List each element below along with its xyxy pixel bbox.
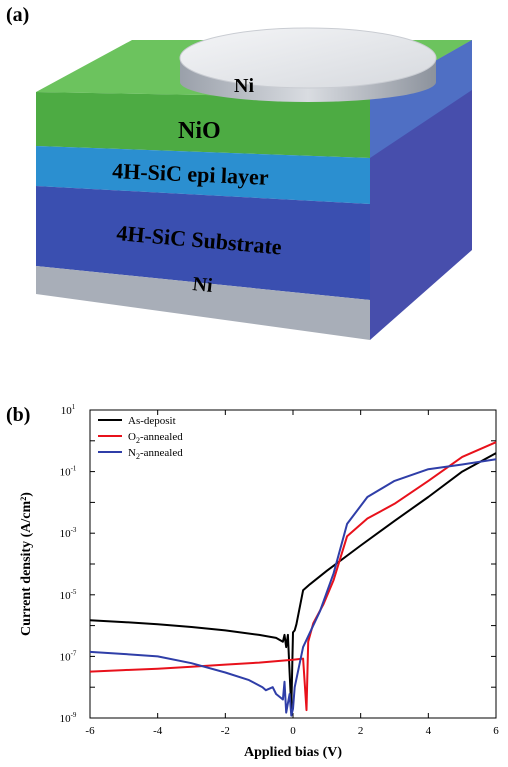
y-tick-label: 10-5 — [60, 588, 77, 602]
y-tick-base: 10 — [60, 528, 72, 540]
series-line-2 — [89, 458, 497, 717]
legend-text-sub: 2 — [136, 452, 140, 461]
y-tick-base: 10 — [60, 651, 72, 663]
legend-entry: O2-annealed — [128, 431, 183, 445]
series-line-1 — [89, 441, 497, 712]
y-tick-label: 10-1 — [60, 465, 77, 479]
nio-label: NiO — [178, 118, 221, 144]
y-tick-base: 10 — [60, 713, 72, 725]
data-series — [89, 441, 497, 717]
legend-text-main: N — [128, 447, 136, 459]
y-tick-exponent: -9 — [71, 711, 77, 719]
legend-entry: N2-annealed — [128, 447, 183, 461]
y-tick-exponent: -1 — [71, 465, 77, 473]
device-structure-diagram: Ni NiO 4H-SiC epi layer 4H-SiC Substrate… — [36, 27, 472, 340]
legend-text-rest: -annealed — [140, 447, 183, 459]
x-tick-label: -4 — [153, 725, 163, 737]
y-tick-exponent: -5 — [71, 588, 77, 596]
x-axis-title: Applied bias (V) — [244, 745, 342, 760]
legend-text-rest: -annealed — [140, 431, 183, 443]
bottom-ni-label: Ni — [191, 273, 214, 297]
x-tick-label: -2 — [221, 725, 230, 737]
x-tick-label: -6 — [85, 725, 95, 737]
x-tick-label: 0 — [290, 725, 296, 737]
epi-layer — [36, 146, 370, 204]
substrate-layer — [36, 186, 370, 300]
legend-text-sub: 2 — [136, 436, 140, 445]
y-tick-base: 10 — [60, 590, 72, 602]
x-tick-label: 2 — [358, 725, 364, 737]
y-tick-base: 10 — [61, 405, 73, 417]
top-ni-label: Ni — [234, 75, 254, 97]
legend-text-main: O — [128, 431, 136, 443]
x-tick-label: 4 — [426, 725, 432, 737]
y-tick-exponent: -3 — [71, 526, 77, 534]
x-axis-ticks: -6 -4 -2 0 2 4 6 — [85, 410, 499, 737]
y-tick-label: 10-3 — [60, 526, 77, 540]
legend-entry: As-deposit — [128, 415, 176, 427]
y-tick-exponent: 1 — [72, 403, 76, 411]
y-tick-label: 10-9 — [60, 711, 77, 725]
panel-a-label: (a) — [6, 4, 30, 26]
y-axis-title: Current density (A/cm²) — [19, 492, 34, 636]
ni-disc-top — [179, 27, 437, 89]
y-tick-exponent: -7 — [71, 649, 77, 657]
y-tick-base: 10 — [60, 467, 72, 479]
legend-text-main: As-deposit — [128, 415, 176, 427]
x-tick-label: 6 — [493, 725, 499, 737]
panel-b-label: (b) — [6, 404, 31, 426]
bottom-ni-layer — [36, 266, 370, 340]
y-tick-label: 101 — [61, 403, 76, 417]
nio-layer — [36, 92, 370, 158]
series-line-0 — [89, 452, 497, 710]
y-tick-label: 10-7 — [60, 649, 77, 663]
nio-right-side — [370, 40, 472, 158]
